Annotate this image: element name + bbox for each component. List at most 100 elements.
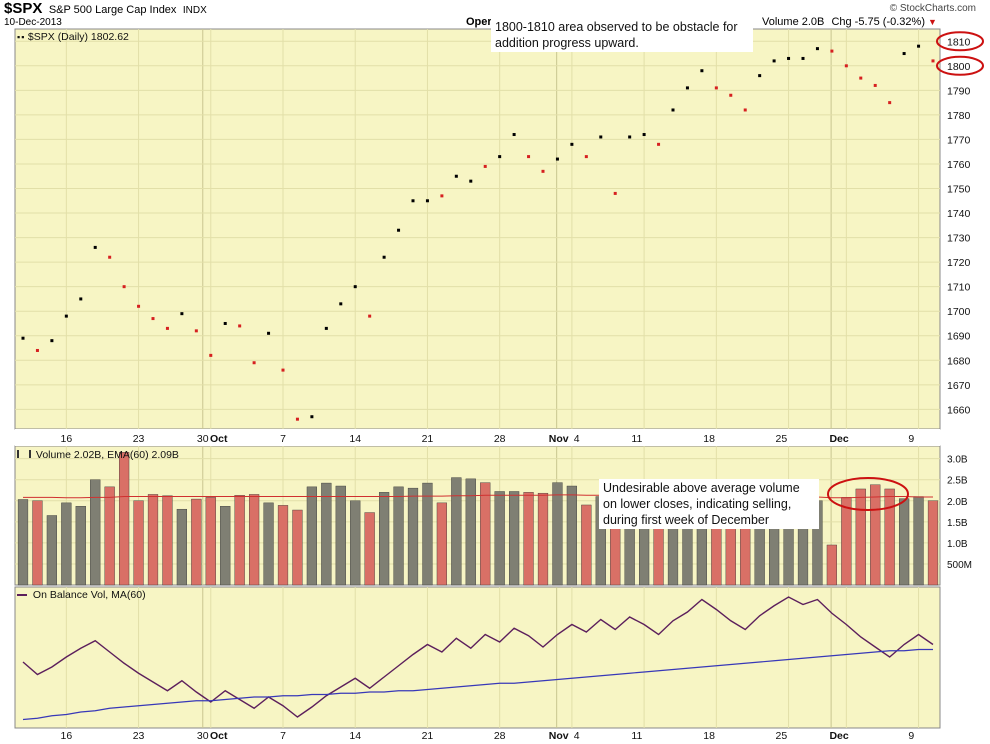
- volume-tick-label: 1.0B: [947, 539, 968, 550]
- volume-bar-up: [61, 502, 72, 586]
- volume-bar-down: [162, 495, 173, 586]
- volume-bar-up: [899, 498, 910, 586]
- price-legend: ▪▪ $SPX (Daily) 1802.62: [17, 31, 129, 43]
- highlight-ellipse-1810: [936, 31, 984, 52]
- volume-bar-down: [581, 504, 592, 586]
- close-point-up: [267, 331, 271, 335]
- volume-bar-down: [205, 497, 216, 586]
- close-point-down: [209, 353, 213, 357]
- close-point-down: [194, 329, 198, 333]
- volume-tick-label: 2.0B: [947, 497, 968, 508]
- volume-bar-up: [46, 515, 58, 586]
- close-point-down: [844, 64, 848, 68]
- volume-bar-down: [537, 492, 549, 586]
- highlight-ellipse-volume: [827, 477, 909, 511]
- close-point-up: [353, 285, 357, 289]
- volume-bar-up: [422, 482, 433, 586]
- close-point-up: [700, 69, 704, 73]
- volume-bar-down: [277, 505, 289, 586]
- close-point-up: [223, 321, 227, 325]
- close-point-down: [368, 314, 372, 318]
- date-tick-label-upper: Oct: [210, 433, 228, 445]
- close-point-down: [830, 49, 834, 53]
- volume-bar-down: [855, 488, 866, 586]
- close-point-down: [122, 285, 126, 289]
- close-point-down: [483, 164, 487, 168]
- volume-readout: Volume 2.0B: [762, 16, 825, 28]
- close-point-up: [324, 326, 328, 330]
- date-band-upper: [15, 429, 940, 446]
- close-point-down: [252, 361, 256, 365]
- close-point-up: [310, 415, 314, 419]
- volume-legend-text: Volume 2.02B, EMA(60) 2.09B: [35, 449, 179, 461]
- volume-tick-label: 2.5B: [947, 476, 968, 487]
- volume-bar-up: [335, 485, 346, 586]
- volume-bar-up: [176, 508, 188, 586]
- close-point-up: [469, 179, 473, 183]
- volume-bar-down: [884, 488, 895, 586]
- volume-bar-up: [451, 477, 462, 586]
- date-tick-label-lower: Oct: [210, 730, 228, 742]
- close-point-up: [787, 56, 791, 60]
- down-arrow-icon: ▼: [928, 17, 937, 27]
- close-point-down: [295, 417, 299, 421]
- close-point-down: [584, 155, 588, 159]
- date-tick-label-upper: Dec: [829, 433, 848, 445]
- date-tick-label-lower: 14: [349, 730, 361, 742]
- close-point-up: [772, 59, 776, 63]
- close-point-up: [917, 44, 921, 48]
- ticker-symbol: $SPX: [4, 0, 43, 17]
- close-point-down: [281, 368, 285, 372]
- volume-bar-up: [509, 491, 520, 586]
- close-point-up: [50, 339, 54, 343]
- volume-bar-up: [552, 482, 563, 586]
- close-point-up: [642, 133, 646, 137]
- close-point-up: [902, 52, 906, 56]
- volume-bar-down: [118, 452, 130, 586]
- volume-bar-up: [90, 479, 101, 586]
- close-point-down: [35, 348, 39, 352]
- close-point-up: [671, 108, 675, 112]
- volume-bar-down: [104, 486, 115, 586]
- open-label: Oper: [466, 16, 492, 28]
- watermark: © StockCharts.com: [889, 3, 976, 14]
- close-point-up: [628, 135, 632, 139]
- close-point-up: [411, 199, 415, 203]
- chart-date: 10-Dec-2013: [4, 17, 62, 28]
- close-point-down: [165, 326, 169, 330]
- date-tick-label-upper: 18: [703, 433, 715, 445]
- close-point-down: [527, 155, 531, 159]
- close-point-up: [79, 297, 83, 301]
- volume-bar-up: [494, 491, 505, 586]
- volume-bar-down: [523, 492, 534, 586]
- close-point-up: [570, 142, 574, 146]
- volume-bar-down: [841, 497, 852, 586]
- close-point-up: [815, 47, 819, 51]
- date-tick-label-upper: 23: [133, 433, 145, 445]
- date-tick-label-upper: 4: [574, 433, 580, 445]
- close-point-down: [931, 59, 935, 63]
- volume-bar-up: [913, 496, 924, 586]
- date-tick-label-lower: Dec: [829, 730, 848, 742]
- readout-bar: Volume 2.0B Chg -5.75 (-0.32%) ▼: [762, 16, 937, 28]
- volume-bar-up: [263, 502, 274, 586]
- close-point-up: [382, 255, 386, 259]
- price-tick-label: 1790: [947, 85, 971, 97]
- highlight-ellipse-1800: [936, 55, 984, 76]
- date-tick-label-lower: 18: [703, 730, 715, 742]
- close-point-up: [685, 86, 689, 90]
- price-tick-label: 1780: [947, 110, 971, 122]
- close-point-up: [64, 314, 68, 318]
- volume-bar-down: [927, 500, 939, 586]
- price-tick-label: 1710: [947, 282, 971, 294]
- volume-bar-up: [379, 492, 390, 586]
- close-point-down: [859, 76, 863, 80]
- volume-bar-down: [32, 500, 43, 586]
- date-tick-label-upper: 14: [349, 433, 361, 445]
- price-tick-label: 1740: [947, 208, 971, 220]
- date-tick-label-upper: 9: [908, 433, 914, 445]
- obv-ma-line: [22, 648, 933, 721]
- price-tick-label: 1670: [947, 380, 971, 392]
- price-tick-label: 1720: [947, 257, 971, 269]
